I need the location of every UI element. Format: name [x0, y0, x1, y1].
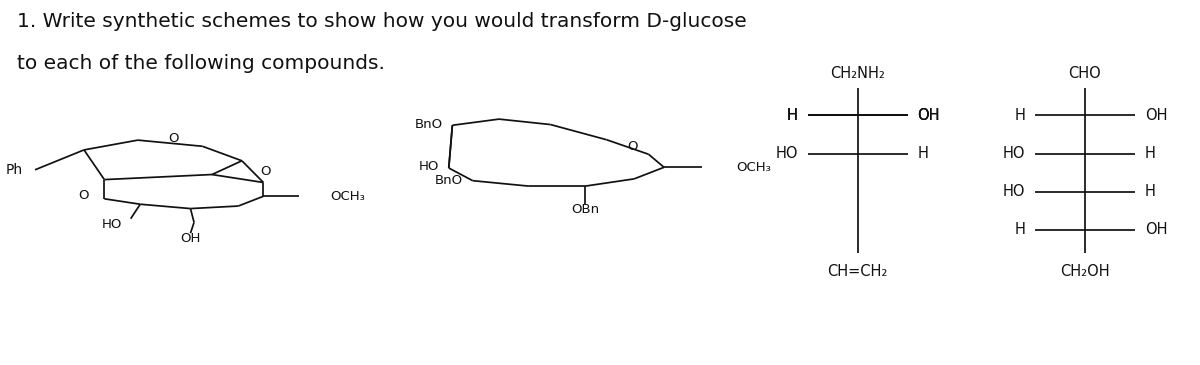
Text: HO: HO [1003, 146, 1025, 161]
Text: CHO: CHO [1069, 66, 1102, 81]
Text: O: O [168, 132, 179, 145]
Text: OCH₃: OCH₃ [330, 190, 365, 203]
Text: H: H [1014, 108, 1025, 123]
Text: OH: OH [1145, 222, 1168, 237]
Text: O: O [78, 189, 89, 202]
Text: OCH₃: OCH₃ [736, 161, 770, 174]
Text: CH₂OH: CH₂OH [1060, 264, 1110, 279]
Text: OBn: OBn [571, 203, 599, 216]
Text: BnO: BnO [415, 118, 443, 131]
Text: to each of the following compounds.: to each of the following compounds. [17, 54, 385, 73]
Text: OH: OH [1145, 108, 1168, 123]
Text: H: H [918, 146, 929, 161]
Text: OH: OH [918, 108, 940, 123]
Text: HO: HO [102, 218, 122, 231]
Text: HO: HO [775, 146, 798, 161]
Text: H: H [787, 108, 798, 123]
Text: H: H [1014, 222, 1025, 237]
Text: HO: HO [419, 160, 439, 173]
Text: O: O [260, 165, 270, 178]
Text: OH: OH [918, 108, 940, 123]
Text: H: H [1145, 184, 1156, 199]
Text: OH: OH [180, 232, 200, 245]
Text: H: H [787, 108, 798, 123]
Text: CH=CH₂: CH=CH₂ [828, 264, 888, 279]
Text: BnO: BnO [436, 174, 463, 187]
Text: OH: OH [918, 108, 940, 123]
Text: O: O [628, 140, 638, 153]
Text: HO: HO [1003, 184, 1025, 199]
Text: 1. Write synthetic schemes to show how you would transform D-glucose: 1. Write synthetic schemes to show how y… [17, 12, 746, 31]
Text: H: H [1145, 146, 1156, 161]
Text: CH₂NH₂: CH₂NH₂ [830, 66, 886, 81]
Text: H: H [787, 108, 798, 123]
Text: Ph: Ph [6, 163, 23, 177]
